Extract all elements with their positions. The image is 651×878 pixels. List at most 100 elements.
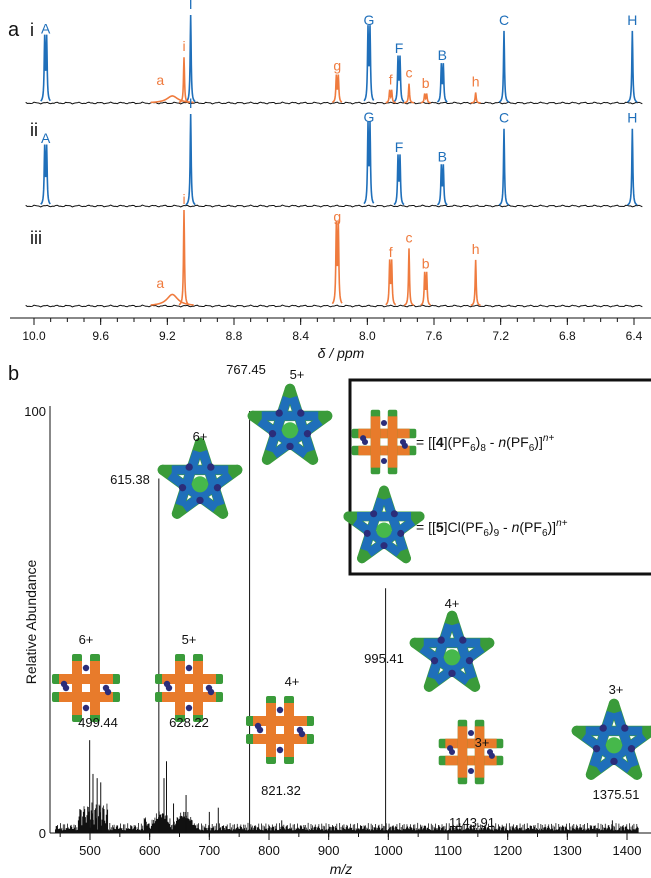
peak-charge-label: 5+ — [182, 632, 197, 647]
peak-A: A — [40, 21, 51, 102]
nmr-tick-label: 6.4 — [626, 329, 643, 343]
nmr-tick-label: 6.8 — [559, 329, 576, 343]
peak-charge-label: 5+ — [290, 367, 305, 382]
ms-y-top-label: 100 — [24, 404, 46, 419]
star-structure-icon — [409, 610, 495, 692]
ms-y-axis-label: Relative Abundance — [23, 560, 39, 685]
peak-label-F: F — [395, 40, 404, 56]
peak-H: H — [627, 12, 638, 103]
peak-label-f: f — [389, 72, 393, 88]
star-structure-icon — [157, 437, 243, 519]
ms-tick-label: 600 — [139, 843, 161, 858]
peak-label-h: h — [472, 241, 480, 257]
peak-H: H — [627, 110, 638, 206]
peak-label-f: f — [389, 244, 393, 260]
peak-charge-label: 4+ — [285, 674, 300, 689]
peak-charge-label: 3+ — [475, 735, 490, 750]
peak-charge-label: 6+ — [193, 429, 208, 444]
star-structure-icon — [571, 698, 651, 780]
ms-tick-label: 800 — [258, 843, 280, 858]
grid-structure-icon — [438, 719, 504, 785]
peak-label-I: I — [189, 0, 193, 12]
peak-label-g: g — [333, 208, 341, 224]
chloride-ion — [191, 476, 209, 493]
nmr-tick-label: 7.6 — [426, 329, 443, 343]
peak-F: F — [393, 139, 405, 206]
star-structure-icon — [343, 485, 425, 564]
legend-grid-formula: = [[4](PF6)8 - n(PF6)]n+ — [416, 433, 554, 454]
star-structure-icon — [247, 383, 333, 465]
peak-C: C — [498, 12, 510, 103]
peak-G: G — [363, 12, 375, 102]
peak-A: A — [40, 130, 51, 205]
peak-a: a — [150, 72, 194, 104]
peak-i: i — [178, 191, 190, 306]
ms-tick-label: 900 — [318, 843, 340, 858]
legend-grid-icon — [351, 409, 417, 475]
peak-mz-label: 1143.91 — [449, 815, 495, 830]
chloride-ion — [281, 422, 299, 439]
peak-mz-label: 995.41 — [364, 651, 404, 666]
ms-peaks — [89, 411, 613, 833]
chloride-ion — [443, 649, 461, 666]
panel-b-ms: b 100 0 Relative Abundance 500 600 700 800 9… — [8, 362, 651, 877]
grid-structure-icon — [155, 654, 223, 722]
trace-label-iii: iii — [30, 228, 42, 248]
baseline-i — [25, 101, 643, 105]
peak-h: h — [470, 73, 481, 104]
ms-x-axis-label: m/z — [330, 861, 353, 877]
peak-i: i — [178, 38, 189, 104]
grid-structure-icon — [52, 654, 120, 722]
peak-g: g — [332, 58, 343, 103]
legend-box: = [[4](PF6)8 - n(PF6)]n+ = [[5]Cl(PF6)9 … — [343, 378, 651, 576]
baseline-ii — [25, 204, 643, 208]
peak-label-B: B — [438, 47, 447, 63]
ms-tick-label: 500 — [79, 843, 101, 858]
legend-star-icon — [343, 485, 425, 564]
ms-tick-label: 1200 — [493, 843, 522, 858]
peak-label-a: a — [156, 275, 164, 291]
peak-I: I — [185, 95, 196, 206]
peak-F: F — [393, 40, 405, 103]
peak-label-i: i — [182, 38, 185, 54]
peak-label-h: h — [472, 73, 480, 89]
peak-h: h — [470, 241, 481, 307]
peak-c: c — [403, 65, 415, 104]
peak-charge-label: 6+ — [79, 632, 94, 647]
peak-label-i: i — [182, 191, 185, 207]
ms-tick-label: 700 — [198, 843, 220, 858]
peak-label-G: G — [364, 109, 375, 125]
peak-label-a: a — [156, 72, 164, 88]
ms-tick-label: 1100 — [434, 843, 462, 858]
peak-C: C — [498, 110, 510, 206]
peak-I: I — [185, 0, 196, 103]
nmr-tick-label: 8.4 — [292, 329, 309, 343]
peak-label-A: A — [41, 21, 51, 37]
nmr-x-axis-label: δ / ppm — [318, 345, 365, 361]
legend-star-formula: = [[5]Cl(PF6)9 - n(PF6)]n+ — [416, 518, 568, 539]
peak-label-b: b — [422, 255, 430, 271]
ms-tick-label: 1400 — [613, 843, 642, 858]
peak-label-G: G — [364, 12, 375, 28]
peak-mz-label: 615.38 — [110, 472, 150, 487]
peak-mz-label: 1375.51 — [593, 787, 640, 802]
nmr-tick-label: 9.6 — [92, 329, 109, 343]
ms-structure-icons: 499.44 6+ 615.38 6+ 628.22 5+ 767.45 5+ 821.32 4+… — [52, 362, 651, 830]
peak-g: g — [331, 208, 343, 305]
peak-charge-label: 4+ — [445, 596, 460, 611]
peak-mz-label: 767.45 — [226, 362, 266, 377]
peak-label-I: I — [189, 95, 193, 111]
panel-a-label: a — [8, 19, 20, 41]
nmr-tick-label: 7.2 — [492, 329, 509, 343]
nmr-tick-label: 8.8 — [226, 329, 243, 343]
peak-B: B — [436, 148, 448, 206]
baseline-iii — [25, 304, 643, 308]
peak-mz-label: 499.44 — [78, 715, 118, 730]
ms-y-zero-label: 0 — [39, 826, 46, 841]
peak-label-c: c — [406, 229, 413, 245]
trace-label-ii: ii — [30, 120, 38, 140]
peak-G: G — [363, 109, 375, 205]
